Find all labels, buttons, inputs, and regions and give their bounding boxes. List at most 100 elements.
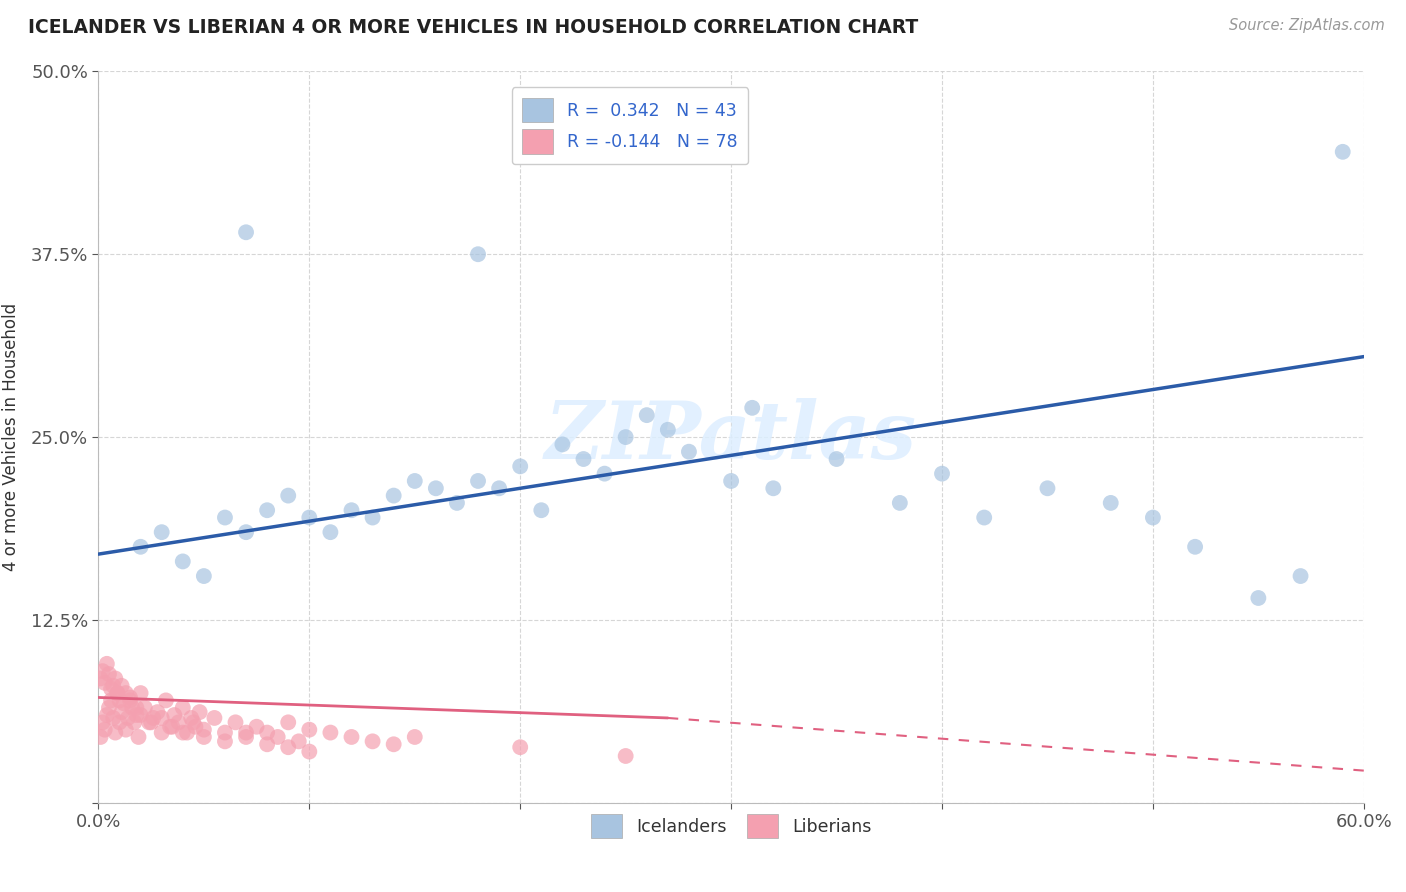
Point	[184, 720, 207, 734]
Point	[467, 247, 489, 261]
Point	[100, 681, 122, 696]
Point	[235, 725, 257, 739]
Point	[762, 481, 785, 495]
Point	[256, 737, 278, 751]
Y-axis label: 4 or more Vehicles in Household: 4 or more Vehicles in Household	[1, 303, 20, 571]
Point	[530, 503, 553, 517]
Point	[404, 730, 426, 744]
Point	[96, 708, 118, 723]
Point	[235, 225, 257, 239]
Point	[298, 723, 321, 737]
Point	[167, 715, 190, 730]
Point	[98, 667, 121, 681]
Point	[382, 737, 405, 751]
Point	[361, 510, 384, 524]
Point	[193, 723, 215, 737]
Point	[1184, 540, 1206, 554]
Point	[108, 693, 131, 707]
Point	[93, 723, 117, 737]
Point	[256, 725, 278, 739]
Point	[108, 715, 131, 730]
Point	[172, 700, 194, 714]
Point	[111, 705, 132, 719]
Point	[129, 540, 152, 554]
Point	[720, 474, 742, 488]
Point	[91, 664, 114, 678]
Point	[120, 693, 141, 707]
Point	[128, 730, 150, 744]
Point	[488, 481, 510, 495]
Point	[235, 730, 257, 744]
Point	[115, 723, 138, 737]
Point	[298, 745, 321, 759]
Point	[319, 725, 342, 739]
Point	[129, 686, 152, 700]
Point	[214, 734, 236, 748]
Point	[150, 525, 173, 540]
Point	[361, 734, 384, 748]
Point	[120, 690, 141, 705]
Point	[90, 730, 112, 744]
Point	[155, 693, 177, 707]
Point	[1036, 481, 1059, 495]
Point	[100, 693, 122, 707]
Point	[931, 467, 953, 481]
Point	[111, 679, 132, 693]
Point	[162, 720, 183, 734]
Point	[551, 437, 574, 451]
Point	[214, 510, 236, 524]
Point	[741, 401, 763, 415]
Point	[319, 525, 342, 540]
Point	[246, 720, 269, 734]
Point	[1289, 569, 1312, 583]
Point	[141, 715, 163, 730]
Point	[973, 510, 995, 524]
Point	[593, 467, 616, 481]
Point	[183, 715, 205, 730]
Point	[90, 672, 112, 686]
Point	[1331, 145, 1354, 159]
Point	[572, 452, 595, 467]
Point	[614, 749, 637, 764]
Point	[509, 740, 531, 755]
Point	[235, 525, 257, 540]
Point	[256, 503, 278, 517]
Point	[382, 489, 405, 503]
Point	[104, 725, 127, 739]
Point	[267, 730, 290, 744]
Text: Source: ZipAtlas.com: Source: ZipAtlas.com	[1229, 18, 1385, 33]
Point	[125, 708, 148, 723]
Point	[93, 676, 117, 690]
Point	[614, 430, 637, 444]
Point	[889, 496, 911, 510]
Point	[142, 711, 165, 725]
Point	[446, 496, 468, 510]
Point	[115, 686, 138, 700]
Point	[91, 715, 114, 730]
Point	[225, 715, 247, 730]
Point	[146, 705, 169, 719]
Point	[204, 711, 226, 725]
Point	[277, 489, 299, 503]
Point	[107, 686, 129, 700]
Point	[180, 711, 202, 725]
Point	[150, 711, 173, 725]
Point	[287, 734, 309, 748]
Legend: Icelanders, Liberians: Icelanders, Liberians	[583, 807, 879, 846]
Point	[125, 700, 148, 714]
Point	[1247, 591, 1270, 605]
Point	[176, 725, 198, 739]
Point	[107, 686, 129, 700]
Point	[96, 657, 118, 671]
Text: ZIPatlas: ZIPatlas	[546, 399, 917, 475]
Point	[172, 554, 194, 568]
Point	[404, 474, 426, 488]
Point	[636, 408, 658, 422]
Text: ICELANDER VS LIBERIAN 4 OR MORE VEHICLES IN HOUSEHOLD CORRELATION CHART: ICELANDER VS LIBERIAN 4 OR MORE VEHICLES…	[28, 18, 918, 37]
Point	[340, 503, 363, 517]
Point	[193, 569, 215, 583]
Point	[825, 452, 848, 467]
Point	[124, 715, 146, 730]
Point	[188, 705, 211, 719]
Point	[117, 711, 139, 725]
